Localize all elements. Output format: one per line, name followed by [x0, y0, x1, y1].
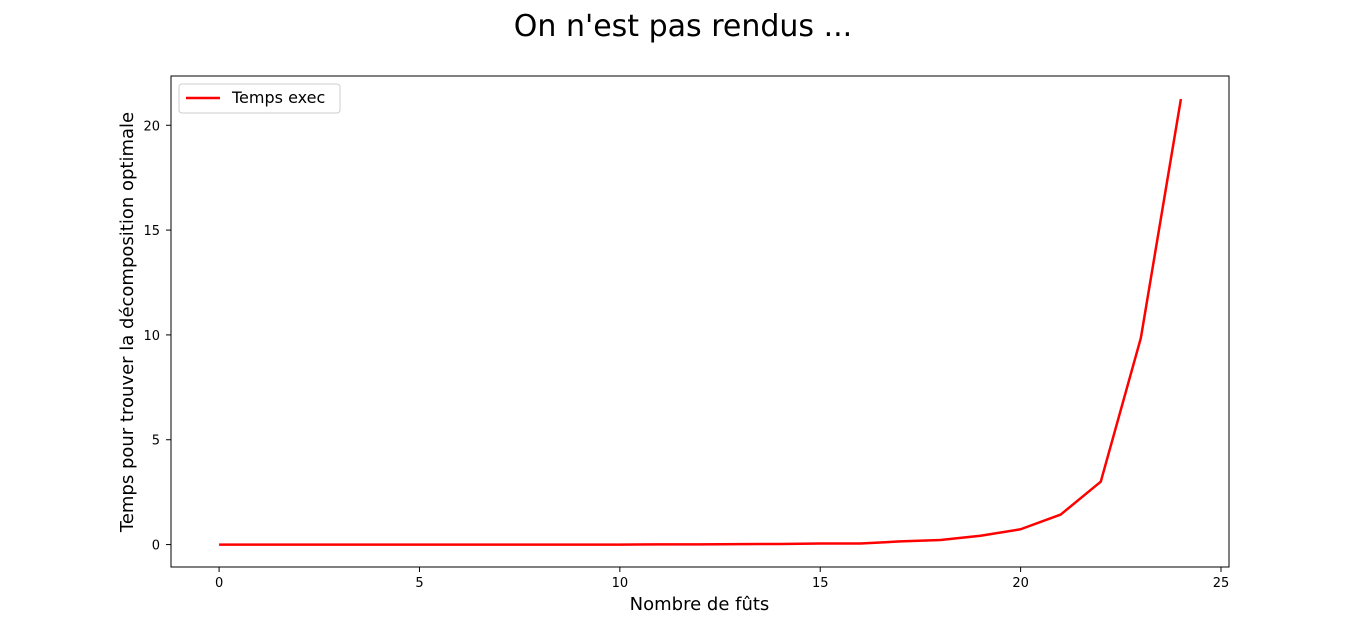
x-tick-label: 20 [1012, 576, 1029, 591]
y-tick-label: 0 [152, 539, 160, 554]
plot-frame [170, 75, 1230, 568]
x-tick-label: 5 [415, 576, 423, 591]
x-tick-label: 0 [215, 576, 223, 591]
x-axis: 0 5 10 15 20 25 [215, 567, 1229, 591]
chart-title: On n'est pas rendus ... [514, 9, 852, 44]
y-tick-label: 20 [143, 119, 160, 134]
legend-box [178, 83, 341, 114]
legend-label: Temps exec [231, 88, 325, 107]
series-line-temps-exec [219, 98, 1183, 546]
plot-area [170, 75, 1230, 568]
x-axis-title: Nombre de fûts [630, 594, 770, 615]
x-tick-label: 10 [612, 576, 629, 591]
series-layer [219, 98, 1183, 546]
y-tick-label: 10 [143, 329, 160, 344]
y-tick-label: 5 [152, 434, 160, 449]
x-tick-label: 25 [1213, 576, 1230, 591]
x-tick-label: 15 [812, 576, 829, 591]
legend: Temps exec [178, 83, 341, 114]
y-axis-title: Temps pour trouver la décomposition opti… [117, 112, 138, 533]
y-tick-label: 15 [143, 224, 160, 239]
y-axis: 0 5 10 15 20 [143, 119, 171, 554]
